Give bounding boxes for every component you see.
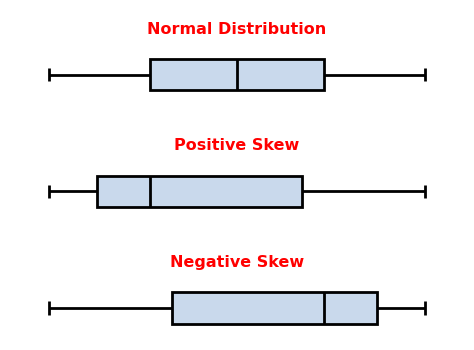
Text: Positive Skew: Positive Skew bbox=[174, 138, 300, 153]
Text: Normal Distribution: Normal Distribution bbox=[147, 22, 327, 37]
Bar bbox=[150, 59, 324, 90]
Text: Negative Skew: Negative Skew bbox=[170, 255, 304, 270]
Bar bbox=[172, 292, 376, 324]
Bar bbox=[98, 176, 302, 207]
